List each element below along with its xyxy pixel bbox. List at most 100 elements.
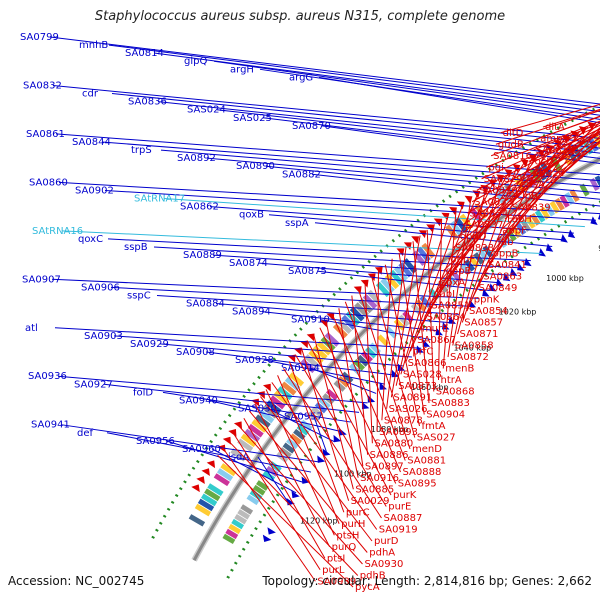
feature-block — [296, 424, 310, 436]
gene-label-reverse: SA0891 — [393, 392, 432, 403]
reverse-strand-gene — [418, 230, 427, 239]
gene-label-forward: SA0860 — [29, 177, 68, 188]
feature-block — [314, 401, 328, 414]
feature-block — [579, 183, 590, 197]
gene-label-leader — [311, 173, 600, 207]
feature-block — [367, 289, 382, 306]
feature-block — [256, 480, 269, 491]
forward-strand-gene — [267, 527, 276, 535]
gene-label-leader — [205, 351, 394, 376]
gene-label-leader — [206, 157, 600, 194]
kbp-tick-label: 1020 kbp — [499, 307, 537, 316]
gene-label-forward: atl — [25, 323, 38, 334]
gene-label-reverse: SA0873 — [398, 381, 437, 392]
feature-block — [589, 178, 600, 191]
gene-label-leader — [412, 241, 430, 404]
gene-label-reverse: SA0838 — [455, 243, 494, 254]
gene-label-reverse: SAS028 — [403, 369, 442, 380]
feature-block — [412, 250, 427, 266]
gene-label-forward: SA0870 — [292, 121, 331, 132]
gene-label-leader — [217, 454, 354, 588]
gene-label-reverse: SAS026 — [389, 404, 428, 415]
gene-label-reverse: murE — [422, 323, 449, 334]
reverse-strand-gene — [263, 383, 271, 392]
gene-label-leader — [331, 314, 401, 473]
reverse-strand-gene — [287, 354, 296, 363]
gene-label-forward: SA0814 — [125, 48, 164, 59]
gene-label-reverse: spsA — [521, 180, 545, 191]
forward-strand-gene — [590, 216, 598, 226]
gene-label-leader — [426, 229, 435, 392]
feature-block — [252, 484, 266, 496]
feature-block — [237, 438, 254, 452]
gene-label-forward: SA0940 — [179, 395, 218, 406]
gene-label-forward: SA0941 — [31, 420, 70, 431]
forward-strand-gene — [262, 534, 272, 543]
gene-label-forward: SA0960 — [182, 444, 221, 455]
reverse-strand-gene — [396, 248, 405, 257]
gene-label-reverse: pgi — [488, 162, 503, 173]
gene-label-forward: def — [77, 428, 94, 439]
feature-block — [304, 354, 320, 369]
gene-label-leader — [265, 389, 335, 536]
gene-label-forward: SA0910 — [291, 315, 330, 326]
feature-block — [244, 428, 261, 443]
gene-label-leader — [310, 367, 377, 394]
reverse-strand-gene — [222, 436, 232, 445]
gene-label-leader — [461, 167, 517, 323]
forward-strand-gene — [545, 243, 554, 252]
reverse-strand-gene — [217, 444, 226, 453]
gene-label-reverse: SA0871 — [460, 329, 499, 340]
gene-label-forward: argH — [230, 64, 254, 75]
gene-label-leader — [222, 447, 316, 582]
gene-label-leader — [419, 171, 510, 329]
gene-label-forward: SA0844 — [72, 137, 111, 148]
feature-block — [240, 433, 257, 448]
gene-label-leader — [243, 417, 326, 559]
reverse-strand-gene — [403, 242, 412, 251]
gene-label-reverse: SAS027 — [417, 433, 456, 444]
gene-label-reverse: SA0878 — [384, 415, 423, 426]
gene-label-leader — [101, 141, 600, 182]
gene-label-forward: SAS025 — [233, 113, 272, 124]
gene-label-reverse: SA0863 — [483, 272, 522, 283]
gene-label-leader — [254, 403, 331, 547]
feature-block — [197, 498, 215, 512]
gene-label-reverse: SA0858 — [455, 341, 494, 352]
gene-label-forward: SA0903 — [84, 331, 123, 342]
gene-label-leader — [265, 165, 600, 200]
feature-block — [544, 203, 556, 217]
forward-strand-gene — [317, 455, 326, 463]
gene-label-forward: SA0799 — [20, 32, 59, 43]
gene-label-forward: SA0907 — [22, 274, 61, 285]
gene-label-leader — [268, 214, 564, 241]
gene-label-leader — [106, 432, 312, 473]
gene-label-leader — [490, 115, 600, 157]
feature-block — [246, 494, 260, 506]
forward-strand-gene — [510, 267, 518, 277]
genome-summary: Topology: circular; Length: 2,814,816 bp… — [262, 574, 592, 588]
gene-label-forward: SA0906 — [81, 282, 120, 293]
gene-label-reverse: SA0854 — [469, 306, 508, 317]
gene-label-forward: isdA — [228, 452, 249, 463]
feature-block — [231, 518, 245, 530]
feature-block — [345, 310, 361, 326]
gene-label-forward: SAS024 — [187, 105, 226, 116]
gene-label-reverse: SA0919 — [379, 525, 418, 536]
feature-block — [510, 225, 522, 239]
gene-label-leader — [452, 187, 487, 346]
gene-label-forward: mnhB — [79, 40, 108, 51]
feature-block — [534, 209, 546, 223]
feature-block — [282, 442, 296, 454]
gene-label-leader — [376, 270, 379, 432]
gene-label-forward: SA0902 — [75, 185, 114, 196]
forward-strand-gene — [489, 283, 497, 292]
kbp-tick-label: 1080 kbp — [371, 425, 409, 434]
gene-label-reverse: SA0851 — [431, 300, 470, 311]
gene-label-leader — [523, 133, 600, 174]
gene-label-reverse: SA0829 — [484, 174, 523, 185]
gene-label-reverse: SA0880 — [374, 438, 413, 449]
forward-strand-gene — [442, 321, 450, 330]
feature-block — [213, 473, 230, 487]
gene-label-forward: sspB — [124, 242, 148, 253]
